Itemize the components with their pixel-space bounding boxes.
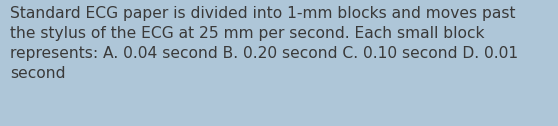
Text: Standard ECG paper is divided into 1-mm blocks and moves past
the stylus of the : Standard ECG paper is divided into 1-mm …: [10, 6, 518, 81]
